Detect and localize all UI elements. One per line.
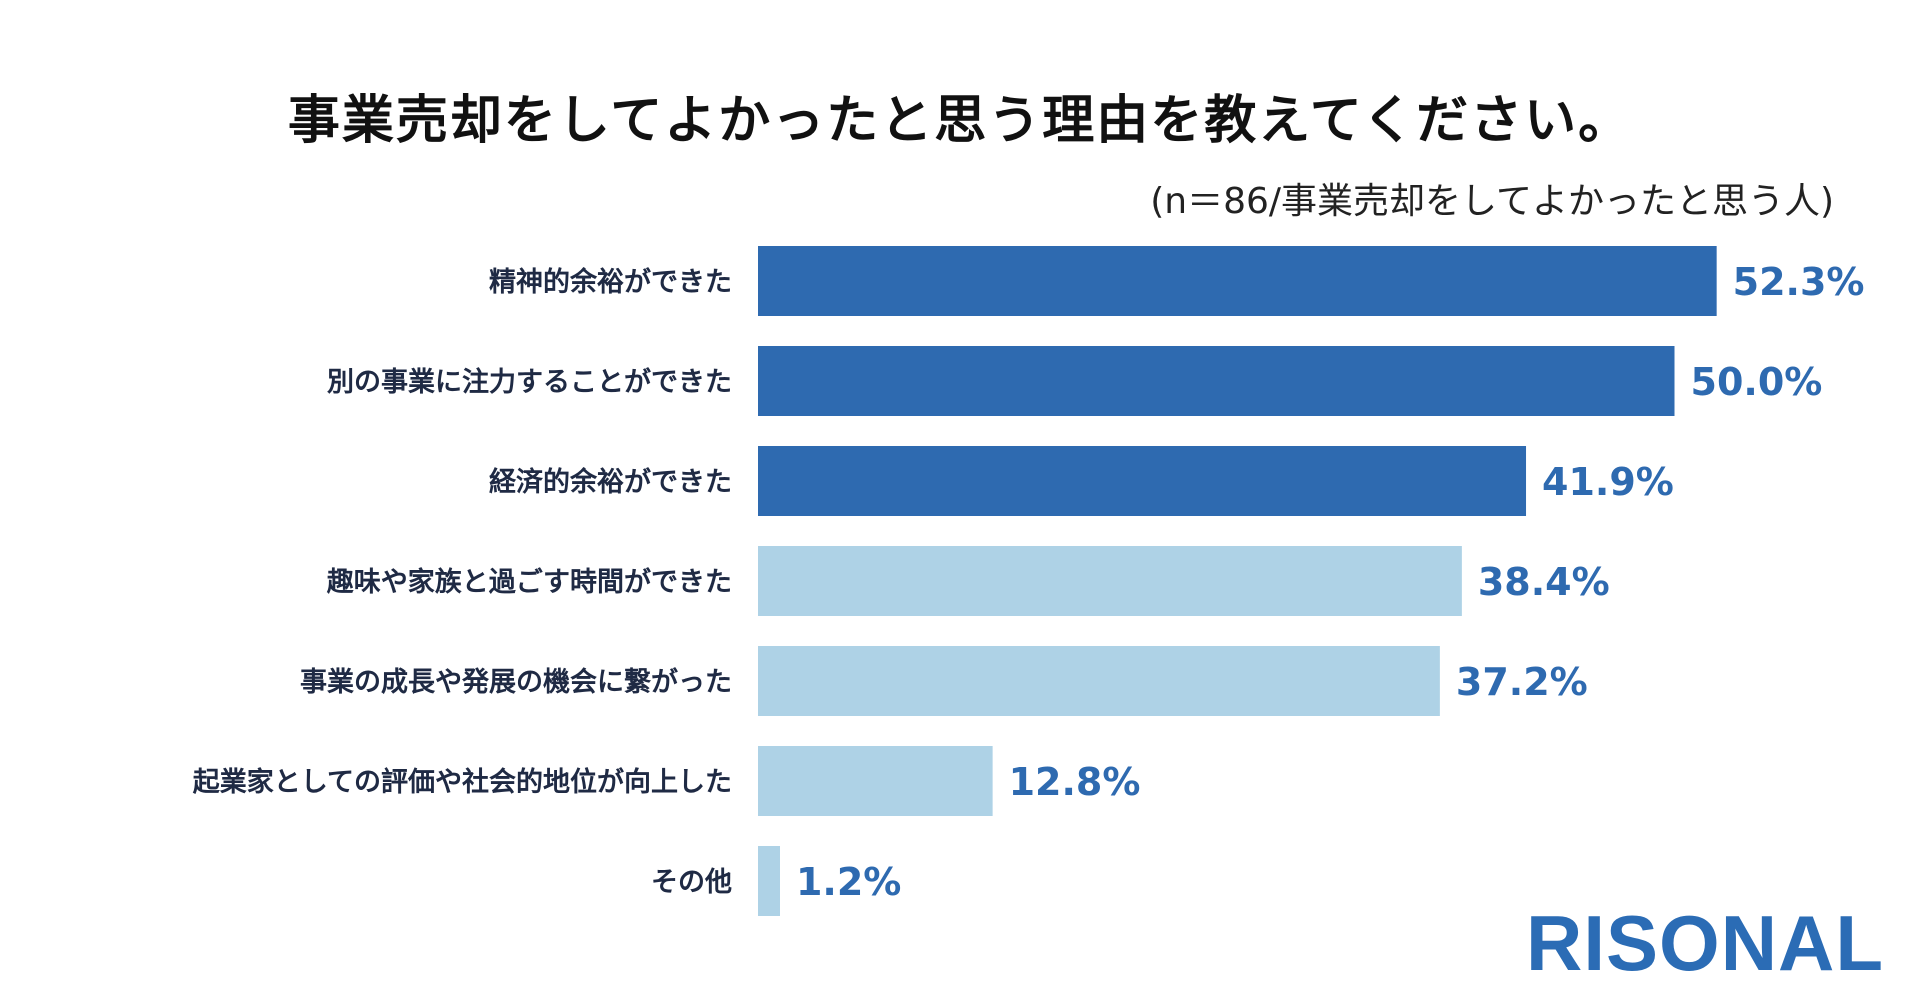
bar-2 — [758, 446, 1527, 516]
risonal-logo: RISONAL — [1526, 899, 1884, 987]
category-label-2: 経済的余裕ができた — [489, 466, 732, 498]
chart-title: 事業売却をしてよかったと思う理由を教えてください。 — [287, 91, 1633, 151]
category-label-0: 精神的余裕ができた — [489, 266, 732, 298]
category-label-1: 別の事業に注力することができた — [327, 366, 732, 398]
category-label-4: 事業の成長や発展の機会に繋がった — [300, 666, 732, 698]
category-label-6: その他 — [651, 867, 732, 898]
category-label-5: 起業家としての評価や社会的地位が向上した — [193, 766, 732, 798]
value-label-1: 50.0% — [1691, 360, 1823, 404]
value-label-3: 38.4% — [1478, 560, 1610, 604]
bar-0 — [758, 246, 1717, 316]
bar-6 — [758, 846, 780, 916]
value-label-6: 1.2% — [796, 860, 901, 904]
bar-3 — [758, 546, 1462, 616]
value-label-0: 52.3% — [1733, 260, 1865, 304]
bar-5 — [758, 746, 993, 816]
value-label-5: 12.8% — [1009, 760, 1141, 804]
bar-4 — [758, 646, 1440, 716]
value-label-4: 37.2% — [1456, 660, 1588, 704]
category-label-3: 趣味や家族と過ごす時間ができた — [326, 566, 732, 598]
value-label-2: 41.9% — [1542, 460, 1674, 504]
sample-note: (n＝86/事業売却をしてよかったと思う人) — [1150, 181, 1834, 222]
bar-1 — [758, 346, 1675, 416]
